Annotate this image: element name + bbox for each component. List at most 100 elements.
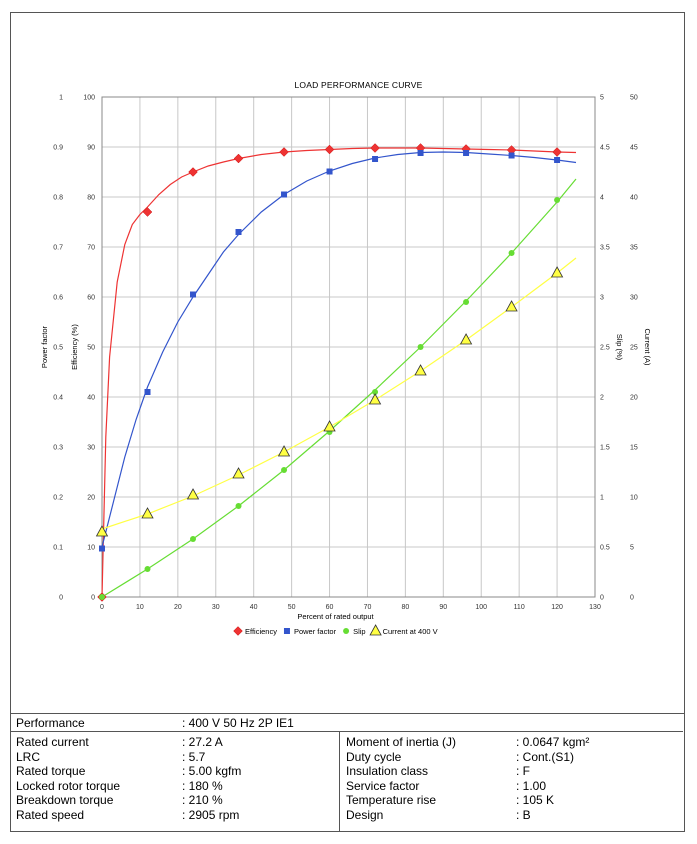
- spec-left-label-0: Rated current: [16, 735, 89, 749]
- legend-label-2: Slip: [353, 627, 366, 636]
- y-tick-label-cur: 35: [630, 245, 638, 252]
- legend-label-1: Power factor: [294, 627, 337, 636]
- data-point-series-0: [370, 143, 380, 153]
- series-line-2: [101, 178, 577, 598]
- axis-title-cur: Current (A): [643, 328, 652, 366]
- y-tick-label-cur: 40: [630, 195, 638, 202]
- data-point-series-3: [95, 525, 109, 537]
- data-point-series-3: [414, 364, 427, 376]
- y-tick-label-slip: 1.5: [600, 445, 610, 452]
- y-tick-label-slip: 3: [600, 295, 604, 302]
- y-tick-label-pf: 0: [59, 595, 63, 602]
- data-point-series-1: [372, 156, 379, 162]
- y-tick-label-cur: 5: [630, 545, 634, 552]
- data-point-series-2: [417, 344, 424, 350]
- data-point-series-3: [141, 507, 154, 519]
- spec-right-value-0: : 0.0647 kgm²: [516, 735, 590, 749]
- x-tick-label: 110: [514, 604, 525, 611]
- data-point-series-1: [99, 545, 105, 552]
- data-point-series-1: [554, 157, 561, 163]
- y-tick-label-pf: 0.3: [53, 445, 63, 452]
- series-line-1: [101, 151, 577, 548]
- y-tick-label-pf: 0.1: [53, 545, 63, 552]
- performance-label: Performance: [16, 716, 85, 730]
- y-tick-label-slip: 4: [600, 195, 604, 202]
- legend-label-0: Efficiency: [245, 627, 277, 636]
- y-tick-label-pf: 0.2: [53, 495, 63, 502]
- series-line-3: [101, 257, 577, 530]
- y-tick-label-slip: 0.5: [600, 545, 610, 552]
- y-tick-label-cur: 45: [630, 145, 638, 152]
- data-point-series-3: [550, 266, 564, 278]
- spec-right-label-4: Temperature rise: [346, 793, 437, 807]
- x-tick-label: 120: [551, 604, 563, 611]
- y-tick-label-cur: 0: [630, 595, 634, 602]
- data-point-series-2: [99, 594, 105, 600]
- y-tick-label-pf: 0.8: [53, 195, 63, 202]
- y-tick-label-cur: 15: [630, 445, 638, 452]
- data-point-series-1: [144, 389, 151, 395]
- spec-left-value-0: : 27.2 A: [182, 735, 223, 749]
- spec-right-label-5: Design: [346, 808, 384, 822]
- y-tick-label-pf: 0.9: [53, 145, 63, 152]
- y-tick-label-slip: 2: [600, 395, 604, 402]
- x-tick-label: 130: [589, 604, 601, 611]
- spec-right-label-2: Insulation class: [346, 764, 429, 778]
- spec-right-label-3: Service factor: [346, 779, 420, 793]
- y-tick-label-cur: 30: [630, 295, 638, 302]
- data-point-series-2: [144, 566, 151, 572]
- data-point-series-3: [505, 300, 518, 312]
- data-point-series-1: [326, 168, 333, 175]
- spec-left-label-5: Rated speed: [16, 808, 85, 822]
- spec-left-value-4: : 210 %: [182, 793, 223, 807]
- spec-left-value-1: : 5.7: [182, 750, 206, 764]
- y-tick-label-eff: 80: [87, 195, 95, 202]
- y-tick-label-slip: 4.5: [600, 145, 610, 152]
- y-tick-label-cur: 10: [630, 495, 638, 502]
- data-point-series-1: [281, 191, 288, 198]
- spec-right-value-2: : F: [516, 764, 530, 778]
- data-point-series-2: [554, 197, 561, 203]
- y-tick-label-cur: 50: [630, 95, 638, 102]
- x-tick-label: 40: [250, 604, 258, 611]
- spec-right-value-1: : Cont.(S1): [516, 750, 575, 764]
- data-point-series-1: [190, 291, 197, 298]
- data-point-series-0: [142, 207, 153, 217]
- x-tick-label: 20: [174, 604, 182, 611]
- spec-table: Performance : 400 V 50 Hz 2P IE1 Rated c…: [10, 713, 685, 832]
- y-tick-label-slip: 3.5: [600, 245, 610, 252]
- spec-left-value-5: : 2905 rpm: [182, 808, 240, 822]
- x-tick-label: 50: [288, 604, 296, 611]
- spec-left-label-4: Breakdown torque: [16, 793, 114, 807]
- y-tick-label-slip: 0: [600, 595, 604, 602]
- legend-marker-3: [369, 624, 382, 636]
- data-point-series-2: [235, 503, 242, 509]
- y-tick-label-eff: 30: [87, 445, 95, 452]
- data-point-series-3: [459, 333, 473, 345]
- x-tick-label: 90: [439, 604, 447, 611]
- y-tick-label-eff: 100: [83, 95, 95, 102]
- data-point-series-3: [323, 420, 336, 432]
- x-tick-label: 30: [212, 604, 220, 611]
- x-tick-label: 0: [100, 604, 104, 611]
- y-tick-label-eff: 40: [87, 395, 95, 402]
- x-tick-label: 100: [475, 604, 487, 611]
- y-tick-label-pf: 0.7: [53, 245, 63, 252]
- data-point-series-2: [372, 389, 379, 395]
- load-performance-chart: 0 10 20 30 40 50 60 70 80 90 100 110 120 13000.10.20.…: [40, 80, 652, 636]
- data-point-series-2: [508, 250, 515, 256]
- data-point-series-1: [508, 152, 515, 159]
- axis-title-eff: Efficiency (%): [70, 324, 79, 370]
- axis-title-pf: Power factor: [40, 325, 49, 368]
- legend-marker-1: [283, 628, 290, 634]
- y-tick-label-eff: 90: [87, 145, 95, 152]
- data-point-series-1: [235, 229, 242, 235]
- spec-left-value-3: : 180 %: [182, 779, 223, 793]
- data-point-series-2: [463, 299, 470, 305]
- data-point-series-0: [279, 147, 289, 157]
- axis-title-slip: Slip (%): [615, 334, 624, 361]
- y-tick-label-eff: 70: [87, 245, 95, 252]
- y-tick-label-eff: 60: [87, 295, 95, 302]
- spec-left-value-2: : 5.00 kgfm: [182, 764, 242, 778]
- legend-marker-0: [233, 626, 243, 636]
